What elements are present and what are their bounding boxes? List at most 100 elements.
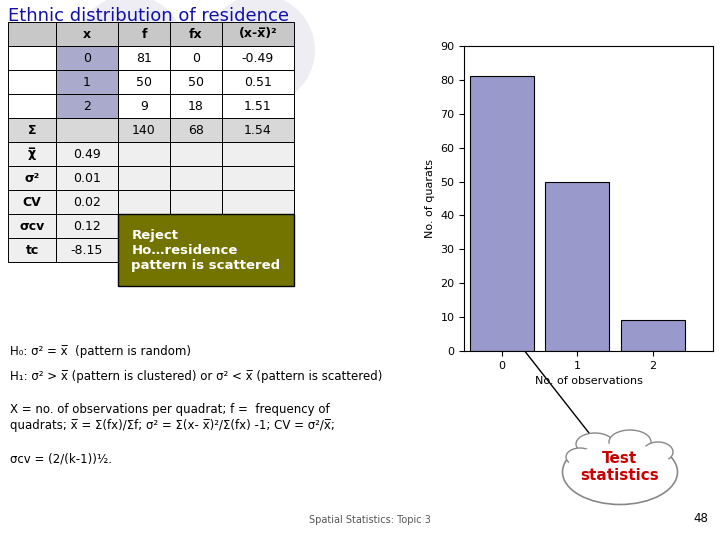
- Bar: [118, 22, 170, 46]
- Bar: [222, 94, 294, 118]
- Ellipse shape: [205, 0, 315, 105]
- Text: 18: 18: [188, 99, 204, 112]
- Text: - 1: - 1: [530, 316, 546, 329]
- Bar: [118, 142, 170, 166]
- Text: quadrats; x̅ = Σ(fx)/Σf; σ² = Σ(x- x̅)²/Σ(fx) -1; CV = σ²/x̅;: quadrats; x̅ = Σ(fx)/Σf; σ² = Σ(x- x̅)²/…: [10, 419, 335, 432]
- Bar: [8, 22, 56, 46]
- Bar: [56, 142, 118, 166]
- Text: 68: 68: [188, 124, 204, 137]
- Bar: [170, 238, 222, 262]
- Bar: [8, 118, 56, 142]
- Bar: [56, 166, 118, 190]
- Bar: [222, 118, 294, 142]
- X-axis label: No. of observations: No. of observations: [535, 376, 642, 386]
- Text: Spatial Statistics: Topic 3: Spatial Statistics: Topic 3: [309, 515, 431, 525]
- Text: X = no. of observations per quadrat; f =  frequency of: X = no. of observations per quadrat; f =…: [10, 403, 330, 416]
- Bar: [222, 214, 294, 238]
- Bar: [222, 22, 294, 46]
- Text: 0.12: 0.12: [73, 219, 101, 233]
- Bar: [118, 238, 170, 262]
- Bar: [170, 94, 222, 118]
- Text: Ethnic distribution of residence: Ethnic distribution of residence: [8, 7, 289, 25]
- Bar: [170, 118, 222, 142]
- Text: 9: 9: [140, 99, 148, 112]
- Text: 0: 0: [83, 51, 91, 64]
- Text: =: =: [490, 321, 500, 334]
- Text: 0.51: 0.51: [244, 76, 272, 89]
- Y-axis label: No. of quarats: No. of quarats: [425, 159, 435, 238]
- Text: H₀: σ² = x̅  (pattern is random): H₀: σ² = x̅ (pattern is random): [10, 345, 191, 358]
- Text: tᴄ: tᴄ: [25, 244, 39, 256]
- Ellipse shape: [75, 0, 185, 105]
- Bar: [470, 76, 534, 351]
- Text: 50: 50: [188, 76, 204, 89]
- Text: k = Σ(fx) - 1: k = Σ(fx) - 1: [585, 340, 652, 350]
- Bar: [118, 190, 170, 214]
- Bar: [8, 190, 56, 214]
- Bar: [56, 238, 118, 262]
- Text: 140: 140: [132, 124, 156, 137]
- Text: -8.15: -8.15: [71, 244, 103, 256]
- Bar: [56, 22, 118, 46]
- Text: 0: 0: [192, 51, 200, 64]
- Text: 0.02: 0.02: [73, 195, 101, 208]
- Text: σ²: σ²: [24, 172, 40, 185]
- Text: 0.01: 0.01: [73, 172, 101, 185]
- Ellipse shape: [576, 433, 614, 455]
- Text: 1: 1: [83, 76, 91, 89]
- Text: 50: 50: [136, 76, 152, 89]
- Text: σᴄᴠ: σᴄᴠ: [19, 219, 45, 233]
- Bar: [8, 142, 56, 166]
- Bar: [222, 190, 294, 214]
- Bar: [170, 70, 222, 94]
- Bar: [118, 70, 170, 94]
- Bar: [222, 166, 294, 190]
- Text: 0.49: 0.49: [73, 147, 101, 160]
- Text: 1.51: 1.51: [244, 99, 272, 112]
- Text: (x-x̅)²: (x-x̅)²: [239, 28, 277, 40]
- Text: σᴄᴠ = (2/(k-1))½.: σᴄᴠ = (2/(k-1))½.: [10, 453, 112, 466]
- Bar: [56, 190, 118, 214]
- Text: $\sigma_x$: $\sigma_x$: [515, 337, 529, 350]
- Text: H₁: σ² > x̅ (pattern is clustered) or σ² < x̅ (pattern is scattered): H₁: σ² > x̅ (pattern is clustered) or σ²…: [10, 370, 382, 383]
- Bar: [118, 46, 170, 70]
- Bar: [222, 46, 294, 70]
- Text: x: x: [83, 28, 91, 40]
- Bar: [621, 321, 685, 351]
- Bar: [118, 118, 170, 142]
- Text: $\bar{x}$: $\bar{x}$: [508, 315, 517, 329]
- Bar: [56, 94, 118, 118]
- Ellipse shape: [609, 430, 651, 454]
- Bar: [8, 166, 56, 190]
- Ellipse shape: [643, 442, 673, 462]
- Ellipse shape: [566, 448, 594, 466]
- Text: $t_c$: $t_c$: [474, 318, 485, 333]
- Bar: [8, 238, 56, 262]
- Text: χ̅: χ̅: [28, 147, 36, 160]
- Bar: [118, 94, 170, 118]
- Text: -0.49: -0.49: [242, 51, 274, 64]
- Bar: [170, 166, 222, 190]
- Ellipse shape: [562, 440, 678, 504]
- Bar: [222, 142, 294, 166]
- Bar: [545, 181, 609, 351]
- Ellipse shape: [566, 443, 674, 501]
- Bar: [118, 214, 170, 238]
- Text: 1.54: 1.54: [244, 124, 272, 137]
- Text: Σ: Σ: [28, 124, 36, 137]
- Bar: [222, 70, 294, 94]
- Text: 2: 2: [83, 99, 91, 112]
- Text: $\sigma^2_x$: $\sigma^2_x$: [515, 293, 529, 313]
- Text: 48: 48: [693, 512, 708, 525]
- Bar: [222, 238, 294, 262]
- Bar: [8, 46, 56, 70]
- Bar: [170, 142, 222, 166]
- Bar: [170, 46, 222, 70]
- Bar: [8, 214, 56, 238]
- Bar: [170, 22, 222, 46]
- Bar: [118, 214, 294, 286]
- Bar: [170, 214, 222, 238]
- Bar: [170, 190, 222, 214]
- Bar: [118, 166, 170, 190]
- Text: ~ $t_{\alpha_{/2};\,k\text{-}1}$: ~ $t_{\alpha_{/2};\,k\text{-}1}$: [555, 319, 598, 335]
